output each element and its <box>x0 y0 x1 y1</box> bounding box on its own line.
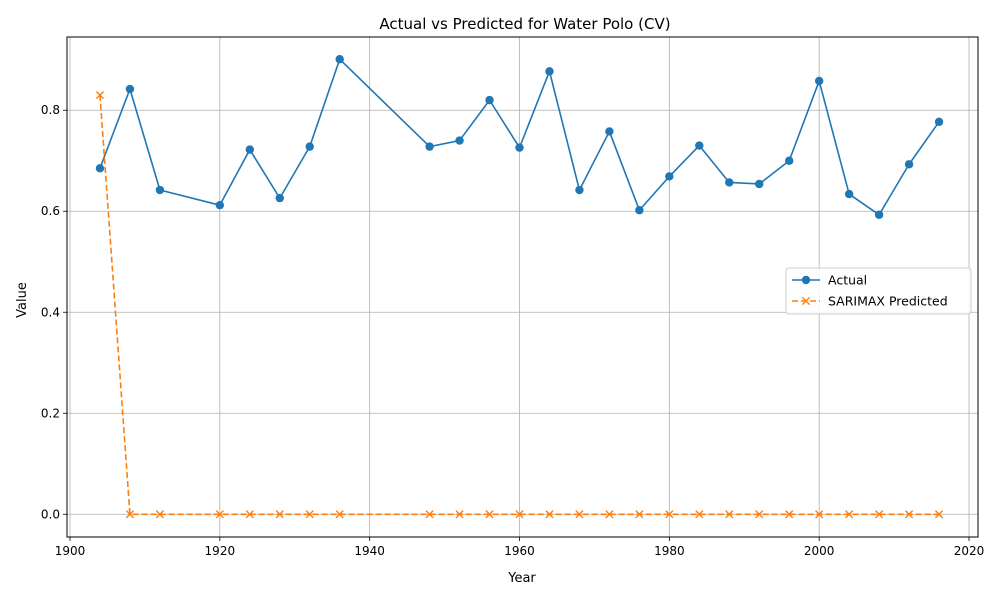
x-tick-label: 1960 <box>504 544 535 558</box>
data-point <box>485 510 494 519</box>
data-point <box>875 510 884 519</box>
x-tick-label: 1940 <box>354 544 385 558</box>
data-point <box>155 510 164 519</box>
data-point <box>125 84 135 94</box>
series-line <box>99 95 940 516</box>
data-point <box>575 185 584 195</box>
data-point <box>455 136 464 145</box>
data-point <box>545 510 554 519</box>
data-point <box>245 510 254 519</box>
data-point <box>815 510 824 519</box>
data-point <box>814 76 824 86</box>
x-tick-label: 2000 <box>804 544 835 558</box>
y-axis-label: Value <box>15 282 30 318</box>
data-point <box>695 141 704 150</box>
data-point <box>755 510 764 519</box>
y-tick-label: 0.4 <box>41 305 60 319</box>
y-tick-label: 0.8 <box>41 103 60 117</box>
data-point <box>635 510 644 519</box>
data-point <box>904 160 914 169</box>
series-actual <box>95 55 944 219</box>
data-point <box>785 156 794 165</box>
x-tick-label: 1900 <box>55 544 86 558</box>
data-point <box>755 179 764 189</box>
data-point <box>305 142 314 151</box>
data-point <box>575 510 584 519</box>
data-point <box>335 510 344 519</box>
data-point <box>215 510 224 519</box>
data-point <box>215 200 225 210</box>
y-tick-label: 0.0 <box>41 507 60 521</box>
data-point <box>455 510 464 519</box>
series-layer <box>95 55 944 519</box>
x-tick-label: 1980 <box>654 544 685 558</box>
series-sarimax-predicted <box>95 90 944 519</box>
chart-title: Actual vs Predicted for Water Polo (CV) <box>379 15 670 33</box>
data-point <box>785 510 794 519</box>
data-point <box>845 510 854 519</box>
data-point <box>425 510 434 519</box>
data-point <box>605 127 614 136</box>
series-line <box>99 58 940 216</box>
data-point <box>125 510 135 519</box>
x-axis-label: Year <box>507 571 536 586</box>
data-point <box>874 210 884 219</box>
data-point <box>635 206 644 215</box>
legend-marker <box>801 296 811 306</box>
data-point <box>335 55 344 64</box>
data-point <box>844 189 854 199</box>
x-tick-label: 1920 <box>205 544 236 558</box>
data-point <box>725 178 734 187</box>
data-point <box>515 510 524 519</box>
data-point <box>305 510 314 519</box>
legend-entry: SARIMAX Predicted <box>792 294 948 309</box>
data-point <box>275 193 284 203</box>
y-tick-label: 0.2 <box>41 406 60 420</box>
data-point <box>725 510 734 519</box>
data-point <box>665 172 674 181</box>
data-point <box>275 510 284 519</box>
data-point <box>95 90 105 100</box>
legend: Actual SARIMAX Predicted <box>785 267 972 315</box>
y-axis: 0.0 0.2 0.4 0.6 0.8 <box>41 103 67 521</box>
data-point <box>934 510 944 519</box>
data-point <box>425 142 434 151</box>
x-tick-label: 2020 <box>954 544 985 558</box>
legend-label: Actual <box>828 273 867 288</box>
data-point <box>515 143 524 152</box>
legend-marker <box>801 275 811 285</box>
legend-entry: Actual <box>792 273 867 288</box>
data-point <box>605 510 614 519</box>
data-point <box>665 510 674 519</box>
data-point <box>695 510 704 519</box>
data-point <box>934 117 944 127</box>
x-axis: 1900 1920 1940 1960 1980 2000 2020 <box>55 537 985 558</box>
data-point <box>545 67 554 76</box>
y-tick-label: 0.6 <box>41 204 60 218</box>
data-point <box>155 185 165 195</box>
data-point <box>904 510 914 519</box>
data-point <box>485 95 494 105</box>
legend-box <box>785 267 972 315</box>
data-point <box>95 164 105 173</box>
legend-label: SARIMAX Predicted <box>828 294 948 309</box>
data-point <box>245 145 254 154</box>
plot-frame <box>66 36 979 538</box>
